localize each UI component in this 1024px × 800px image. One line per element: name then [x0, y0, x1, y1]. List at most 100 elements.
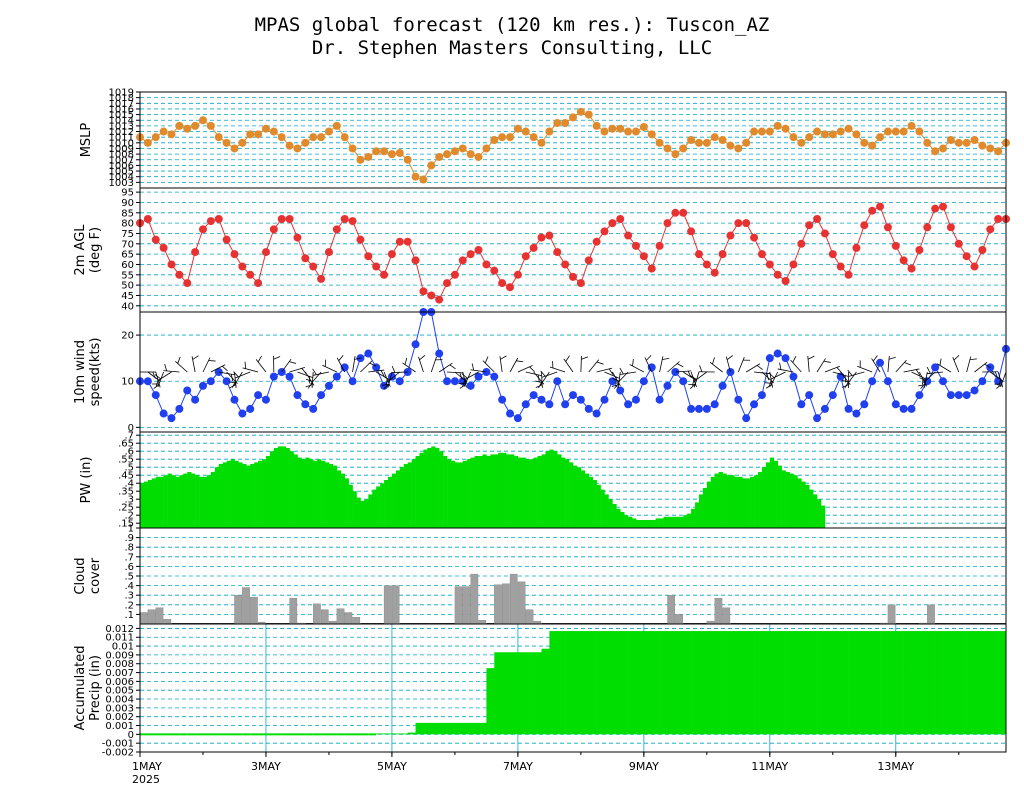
data-point [624, 400, 633, 409]
data-point [742, 138, 751, 147]
wind-barb-feather [471, 363, 475, 371]
pw-bar [502, 452, 507, 528]
data-point [624, 127, 633, 136]
precip-bar [990, 631, 999, 735]
pw-bar [781, 470, 786, 528]
data-point [317, 274, 326, 283]
data-point [710, 133, 719, 142]
pw-bar [584, 473, 590, 528]
wind-barb-feather [688, 383, 696, 386]
pw-bar [317, 459, 322, 528]
wind-barb [745, 363, 761, 373]
pw-bar [789, 473, 794, 528]
pw-bar [529, 459, 534, 528]
wind-barb-feather [689, 383, 696, 389]
wind-barb-feather [872, 355, 878, 362]
data-point [931, 147, 940, 156]
wind-barb [391, 371, 408, 373]
pw-bar [285, 448, 290, 528]
precip-bar [785, 631, 794, 735]
data-point [584, 110, 593, 119]
wind-barb-feather [764, 382, 772, 384]
data-point [734, 219, 743, 228]
data-point [726, 141, 735, 150]
wind-barb-feather [419, 355, 426, 361]
y-tick-label: 1007 [109, 155, 134, 166]
cloud-bar [336, 608, 345, 625]
pw-bar [691, 508, 696, 528]
pw-bar [805, 484, 810, 528]
data-point [222, 377, 231, 386]
data-point [860, 400, 869, 409]
y-axis-label: Precip (in) [88, 655, 103, 721]
data-point [687, 227, 696, 236]
precip-bar [620, 631, 629, 735]
wind-barb-feather [662, 357, 670, 360]
data-point [734, 144, 743, 153]
pw-bar [376, 486, 381, 528]
data-point [387, 250, 396, 259]
pw-bar [380, 483, 385, 528]
data-point [513, 414, 522, 423]
pw-bar [750, 476, 755, 528]
pw-bar [328, 464, 334, 528]
data-point [498, 133, 507, 142]
y-tick-label: .6 [124, 447, 134, 458]
wind-barb-feather [449, 364, 456, 370]
wind-barb [693, 371, 708, 382]
pw-bar [616, 508, 621, 528]
data-point [309, 262, 318, 271]
precip-bar [840, 631, 849, 735]
data-point [364, 252, 373, 261]
data-point [876, 133, 885, 142]
pw-bar [183, 473, 188, 528]
pw-bar [758, 472, 763, 528]
y-tick-label: .5 [124, 572, 134, 583]
panel-frame [139, 623, 1007, 753]
precip-bar [966, 631, 975, 735]
precip-bar [384, 733, 393, 735]
data-point [222, 235, 231, 244]
data-point [781, 124, 790, 133]
data-point [813, 215, 822, 223]
data-point [230, 395, 239, 404]
data-point [537, 233, 546, 242]
wind-barb [210, 364, 226, 373]
precip-bar [612, 631, 621, 735]
data-point [561, 260, 570, 269]
wind-barb [311, 371, 314, 388]
pw-bar [667, 516, 672, 528]
cloud-bar [494, 584, 502, 625]
data-point [852, 130, 861, 139]
y-tick-label: .25 [118, 503, 134, 514]
y-tick-label: 1019 [109, 88, 134, 99]
wind-barb-feather [516, 360, 524, 363]
data-point [324, 127, 333, 136]
data-point [931, 363, 940, 372]
precip-bar [651, 631, 660, 735]
data-point [269, 372, 278, 381]
pw-bar [513, 456, 519, 528]
pw-bar [498, 452, 503, 528]
wind-barb [540, 371, 550, 386]
wind-barb [832, 371, 849, 377]
wind-barb [690, 371, 697, 388]
data-point [183, 386, 192, 395]
pw-bar [321, 460, 326, 528]
pw-bar [391, 473, 397, 528]
precip-bar [588, 631, 597, 735]
data-point [781, 277, 790, 285]
precip-bar [635, 631, 645, 735]
pw-bar [722, 473, 727, 528]
data-point [529, 391, 538, 400]
y-axis-label: speed(kts) [88, 338, 103, 407]
data-point [490, 372, 499, 381]
data-point [309, 133, 318, 142]
precip-bar [407, 732, 416, 735]
wind-barb-feather [312, 368, 317, 375]
pw-bar [195, 475, 200, 528]
x-tick-label: 13MAY [877, 760, 914, 773]
wind-barb [517, 365, 533, 373]
y-tick-label: .5 [124, 463, 134, 474]
y-tick-label: 95 [121, 188, 134, 199]
